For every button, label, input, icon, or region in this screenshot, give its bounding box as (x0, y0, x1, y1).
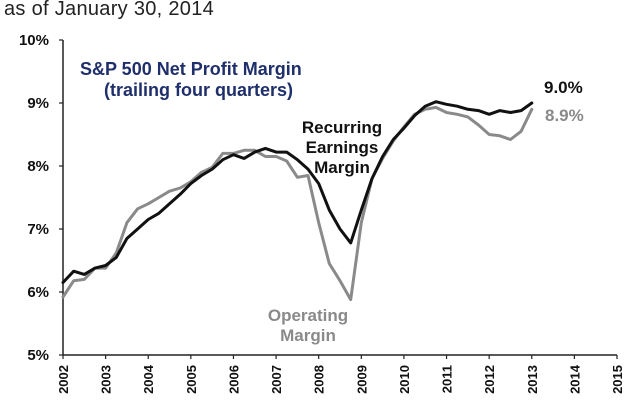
y-tick-label: 8% (27, 158, 49, 175)
series-lines (61, 100, 534, 302)
recurring-earnings-margin-line (61, 100, 534, 284)
x-tick-label: 2003 (99, 365, 114, 394)
operating-margin-line (61, 105, 534, 302)
x-tick-label: 2012 (482, 365, 497, 394)
x-tick-label: 2011 (440, 365, 455, 393)
y-tick-label: 9% (27, 95, 49, 112)
x-tick-label: 2013 (525, 365, 540, 394)
x-tick-label: 2010 (397, 365, 412, 394)
x-tick-label: 2004 (141, 364, 156, 394)
operating-annotation-line-2: Margin (280, 326, 336, 345)
x-tick-label: 2015 (610, 365, 625, 394)
operating-end-value-label: 8.9% (545, 106, 584, 125)
x-tick-label: 2006 (226, 365, 241, 394)
y-tick-label: 6% (27, 284, 49, 301)
x-tick-label: 2008 (312, 365, 327, 394)
y-tick-label: 7% (27, 221, 49, 238)
axes (59, 39, 618, 359)
y-tick-label: 5% (27, 347, 49, 364)
x-tick-label: 2007 (269, 365, 284, 394)
operating-annotation-line-1: Operating (268, 306, 348, 325)
chart-title: S&P 500 Net Profit Margin (80, 59, 302, 79)
x-tick-label: 2009 (354, 365, 369, 394)
recurring-annotation-line-2: Earnings (306, 138, 379, 157)
recurring-annotation-line-1: Recurring (302, 118, 382, 137)
chart-subtitle: (trailing four quarters) (104, 80, 293, 100)
tick-labels: 5% 6% 7% 8% 9% 10% 2002 2003 2004 2005 2006 2007 200… (19, 32, 625, 394)
x-tick-label: 2005 (184, 365, 199, 394)
chart-text: S&P 500 Net Profit Margin (trailing four… (80, 59, 584, 345)
x-tick-label: 2014 (567, 364, 582, 394)
x-tick-label: 2002 (56, 365, 71, 394)
recurring-end-value-label: 9.0% (544, 78, 583, 97)
recurring-annotation-line-3: Margin (314, 158, 370, 177)
y-tick-label: 10% (19, 32, 49, 49)
chart-date-subtitle: as of January 30, 2014 (4, 0, 215, 20)
